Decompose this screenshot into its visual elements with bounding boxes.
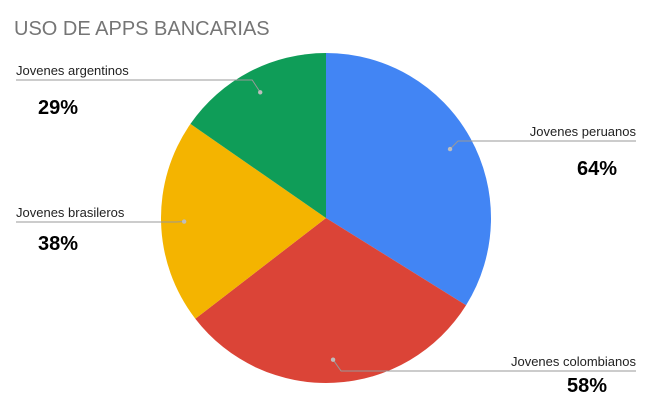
category-label-jovenes-peruanos: Jovenes peruanos (530, 124, 637, 139)
value-label-jovenes-argentinos: 29% (38, 97, 78, 119)
category-label-jovenes-argentinos: Jovenes argentinos (16, 63, 129, 78)
leader-line-jovenes-colombianos (332, 359, 636, 372)
pie-slice-jovenes-argentinos (190, 52, 326, 218)
leader-dot-jovenes-argentinos (258, 90, 263, 95)
leader-dot-jovenes-colombianos (330, 357, 336, 362)
slice-labels: Jovenes peruanos 64% Jovenes colombianos 58… (16, 63, 636, 397)
pie-slices (160, 52, 491, 383)
pie-slice-jovenes-brasileros (160, 123, 326, 319)
pie-slice-jovenes-colombianos (195, 218, 467, 383)
chart-title: USO DE APPS BANCARIAS (14, 18, 270, 40)
category-label-jovenes-colombianos: Jovenes colombianos (511, 354, 637, 369)
value-label-jovenes-brasileros: 38% (38, 233, 78, 255)
value-label-jovenes-colombianos: 58% (567, 375, 607, 397)
leader-line-jovenes-argentinos (16, 79, 261, 93)
leader-dot-jovenes-brasileros (181, 219, 187, 224)
pie-slice-jovenes-peruanos (326, 53, 491, 306)
leader-line-jovenes-peruanos (449, 140, 636, 150)
value-label-jovenes-peruanos: 64% (577, 158, 617, 180)
category-label-jovenes-brasileros: Jovenes brasileros (16, 205, 125, 220)
leader-dot-jovenes-peruanos (447, 146, 453, 152)
